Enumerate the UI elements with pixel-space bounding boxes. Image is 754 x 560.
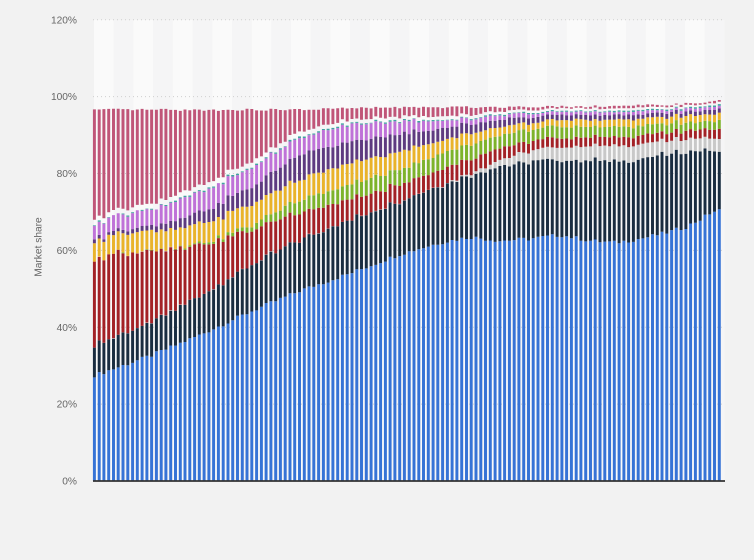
svg-text:100%: 100% — [51, 92, 77, 103]
svg-text:40%: 40% — [57, 323, 77, 334]
svg-text:120%: 120% — [51, 15, 77, 26]
svg-text:60%: 60% — [57, 246, 77, 257]
svg-text:20%: 20% — [57, 400, 77, 411]
svg-text:0%: 0% — [62, 477, 77, 488]
svg-text:Market share: Market share — [34, 217, 45, 277]
svg-text:80%: 80% — [57, 169, 77, 180]
